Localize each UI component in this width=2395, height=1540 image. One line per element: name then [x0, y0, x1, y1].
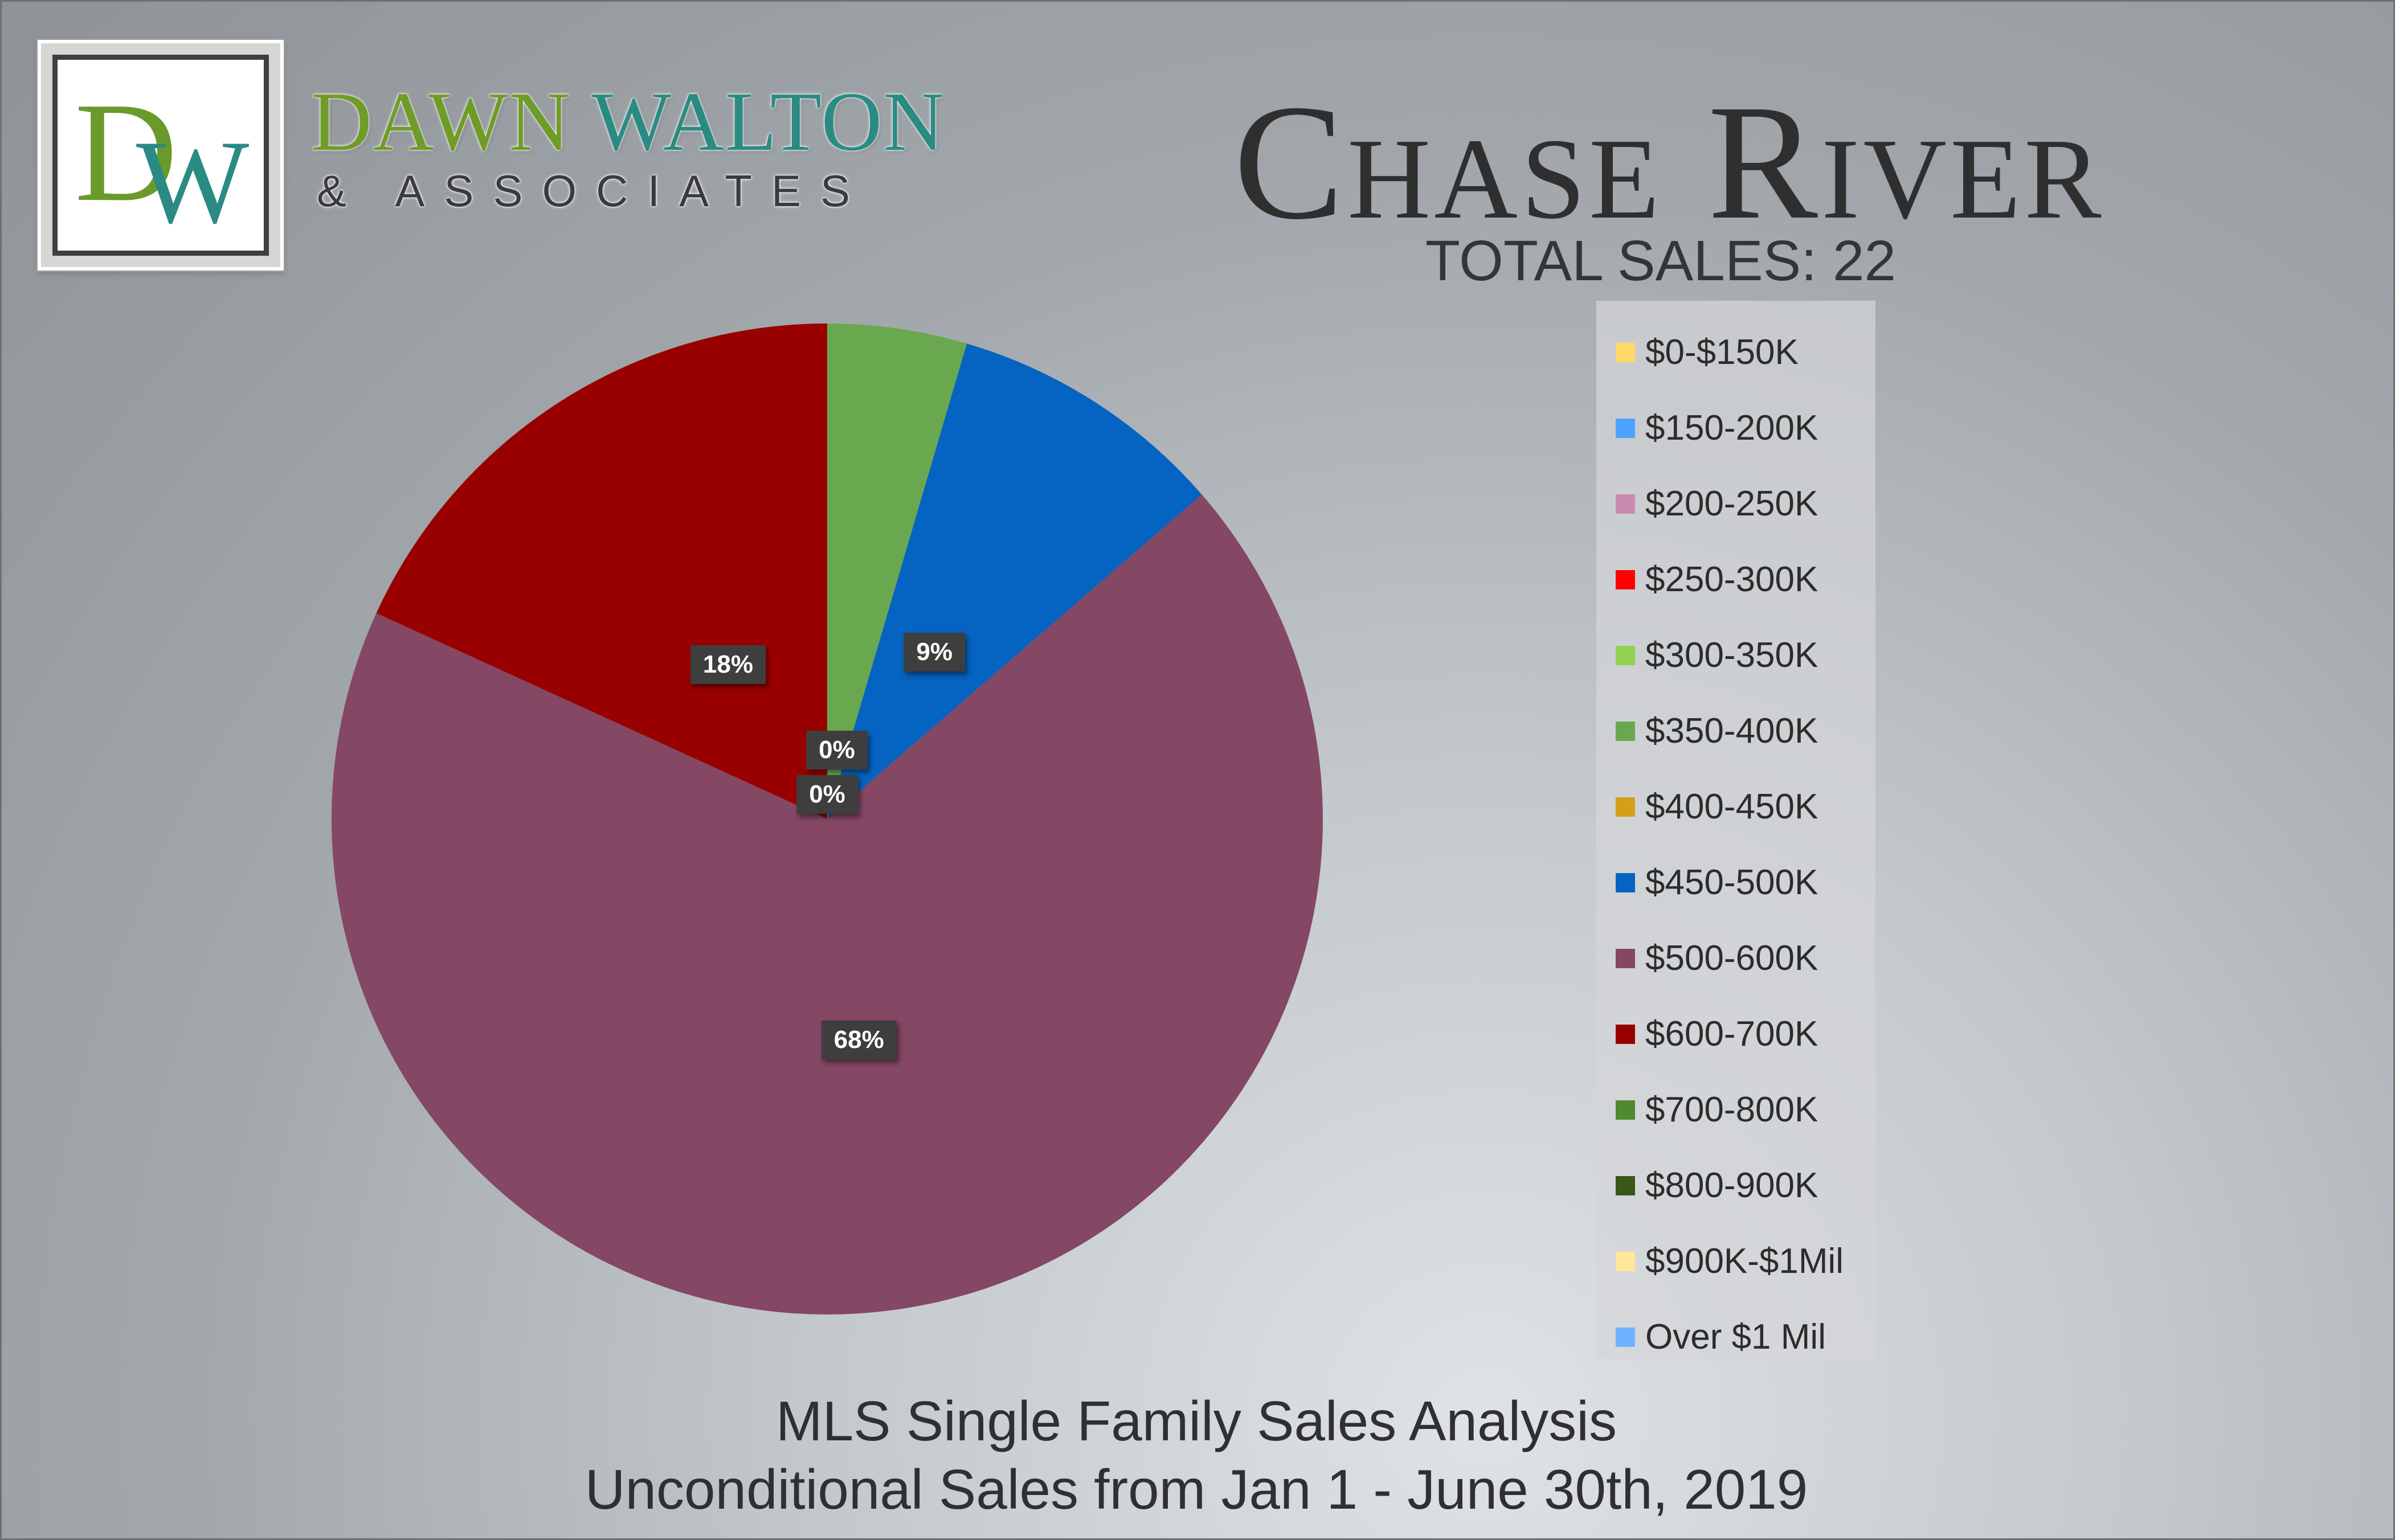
legend-label: $900K-$1Mil	[1645, 1242, 1844, 1281]
legend-swatch	[1616, 570, 1635, 589]
pie-slice-500-600k	[331, 494, 1323, 1314]
legend-item-500-600k: $500-600K	[1596, 920, 1875, 996]
legend-swatch	[1616, 645, 1635, 665]
legend-swatch	[1616, 1024, 1635, 1044]
pie-slice-600-700k	[376, 323, 827, 819]
legend-item-300-350k: $300-350K	[1596, 617, 1875, 693]
total-sales-subtitle: TOTAL SALES: 22	[1425, 229, 1897, 293]
legend-swatch	[1616, 342, 1635, 362]
legend-label: $150-200K	[1645, 408, 1818, 448]
legend-item-450-500k: $450-500K	[1596, 845, 1875, 920]
legend-item-350-400k: $350-400K	[1596, 693, 1875, 769]
legend-label: $200-250K	[1645, 484, 1818, 523]
legend-swatch	[1616, 418, 1635, 438]
page-title: Chase River	[1233, 71, 2105, 253]
legend-item-250-300k: $250-300K	[1596, 542, 1875, 617]
legend-label: $0-$150K	[1645, 333, 1799, 372]
legend-label: $600-700K	[1645, 1014, 1818, 1054]
legend-label: Over $1 Mil	[1645, 1317, 1826, 1357]
legend-item-0-150k: $0-$150K	[1596, 314, 1875, 390]
data-label: 0%	[806, 731, 868, 770]
legend-item-900k-1mil: $900K-$1Mil	[1596, 1223, 1875, 1299]
legend-swatch	[1616, 721, 1635, 741]
brand-name-first: DAWN	[311, 75, 571, 169]
footer-date-range: Unconditional Sales from Jan 1 - June 30…	[585, 1458, 1808, 1521]
legend-item-700-800k: $700-800K	[1596, 1072, 1875, 1148]
chart-legend: $0-$150K $150-200K $200-250K $250-300K $300-…	[1596, 301, 1875, 1359]
footer-title: MLS Single Family Sales Analysis	[775, 1390, 1617, 1452]
legend-swatch	[1616, 1251, 1635, 1271]
data-label: 18%	[690, 645, 766, 685]
legend-label: $300-350K	[1645, 636, 1818, 675]
legend-label: $350-400K	[1645, 711, 1818, 751]
brand-subtitle: & ASSOCIATES	[317, 166, 870, 216]
pie-slice-450-500k	[827, 343, 1202, 819]
legend-item-800-900k: $800-900K	[1596, 1148, 1875, 1223]
legend-swatch	[1616, 1176, 1635, 1195]
legend-label: $400-450K	[1645, 787, 1818, 826]
brand-name: DAWN WALTON	[311, 80, 944, 164]
data-label: 68%	[821, 1020, 897, 1059]
legend-item-400-450k: $400-450K	[1596, 769, 1875, 845]
pie-slice-350-400k	[827, 323, 967, 819]
legend-label: $500-600K	[1645, 939, 1818, 978]
legend-label: $700-800K	[1645, 1090, 1818, 1129]
logo: D W	[36, 38, 285, 272]
legend-label: $800-900K	[1645, 1166, 1818, 1205]
legend-item-600-700k: $600-700K	[1596, 996, 1875, 1072]
legend-item-150-200k: $150-200K	[1596, 390, 1875, 466]
legend-item-200-250k: $200-250K	[1596, 466, 1875, 542]
legend-swatch	[1616, 873, 1635, 892]
legend-swatch	[1616, 797, 1635, 817]
legend-swatch	[1616, 494, 1635, 514]
legend-swatch	[1616, 1327, 1635, 1347]
brand-name-last: WALTON	[591, 75, 946, 169]
legend-swatch	[1616, 1100, 1635, 1120]
logo-monogram-d: D	[75, 73, 178, 231]
logo-monogram-w: W	[136, 116, 250, 248]
data-label: 9%	[904, 633, 965, 672]
legend-label: $250-300K	[1645, 560, 1818, 599]
data-label: 0%	[796, 775, 858, 814]
logo-monogram-frame: D W	[52, 55, 269, 256]
legend-label: $450-500K	[1645, 863, 1818, 902]
legend-swatch	[1616, 948, 1635, 968]
legend-item-over-1-mil: Over $1 Mil	[1596, 1299, 1875, 1375]
